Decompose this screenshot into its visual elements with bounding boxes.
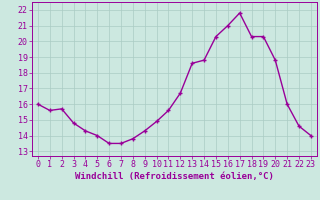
- X-axis label: Windchill (Refroidissement éolien,°C): Windchill (Refroidissement éolien,°C): [75, 172, 274, 181]
